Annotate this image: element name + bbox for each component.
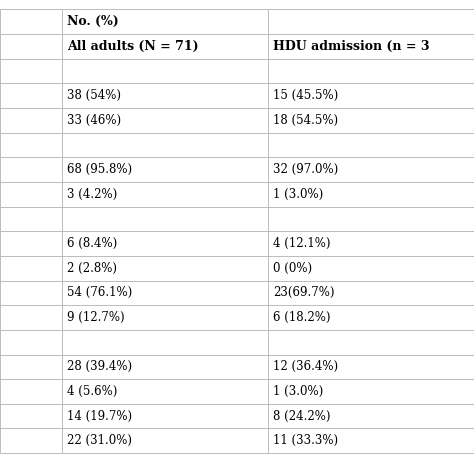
Text: 33 (46%): 33 (46%) <box>67 114 121 127</box>
Text: 23(69.7%): 23(69.7%) <box>273 286 335 300</box>
Text: HDU admission (n = 3: HDU admission (n = 3 <box>273 40 430 53</box>
Text: 54 (76.1%): 54 (76.1%) <box>67 286 133 300</box>
Text: 4 (5.6%): 4 (5.6%) <box>67 385 118 398</box>
Text: No. (%): No. (%) <box>67 15 119 28</box>
Text: 2 (2.8%): 2 (2.8%) <box>67 262 117 275</box>
Text: 11 (33.3%): 11 (33.3%) <box>273 434 338 447</box>
Text: 1 (3.0%): 1 (3.0%) <box>273 188 324 201</box>
Text: 9 (12.7%): 9 (12.7%) <box>67 311 125 324</box>
Text: 32 (97.0%): 32 (97.0%) <box>273 163 339 176</box>
Text: 6 (18.2%): 6 (18.2%) <box>273 311 331 324</box>
Text: 3 (4.2%): 3 (4.2%) <box>67 188 118 201</box>
Text: 12 (36.4%): 12 (36.4%) <box>273 360 338 374</box>
Text: 0 (0%): 0 (0%) <box>273 262 313 275</box>
Text: 8 (24.2%): 8 (24.2%) <box>273 410 331 423</box>
Text: 68 (95.8%): 68 (95.8%) <box>67 163 132 176</box>
Text: 38 (54%): 38 (54%) <box>67 89 121 102</box>
Text: 28 (39.4%): 28 (39.4%) <box>67 360 132 374</box>
Text: 15 (45.5%): 15 (45.5%) <box>273 89 339 102</box>
Text: All adults (N = 71): All adults (N = 71) <box>67 40 199 53</box>
Text: 6 (8.4%): 6 (8.4%) <box>67 237 118 250</box>
Text: 14 (19.7%): 14 (19.7%) <box>67 410 132 423</box>
Text: 1 (3.0%): 1 (3.0%) <box>273 385 324 398</box>
Text: 22 (31.0%): 22 (31.0%) <box>67 434 132 447</box>
Text: 4 (12.1%): 4 (12.1%) <box>273 237 331 250</box>
Text: 18 (54.5%): 18 (54.5%) <box>273 114 338 127</box>
